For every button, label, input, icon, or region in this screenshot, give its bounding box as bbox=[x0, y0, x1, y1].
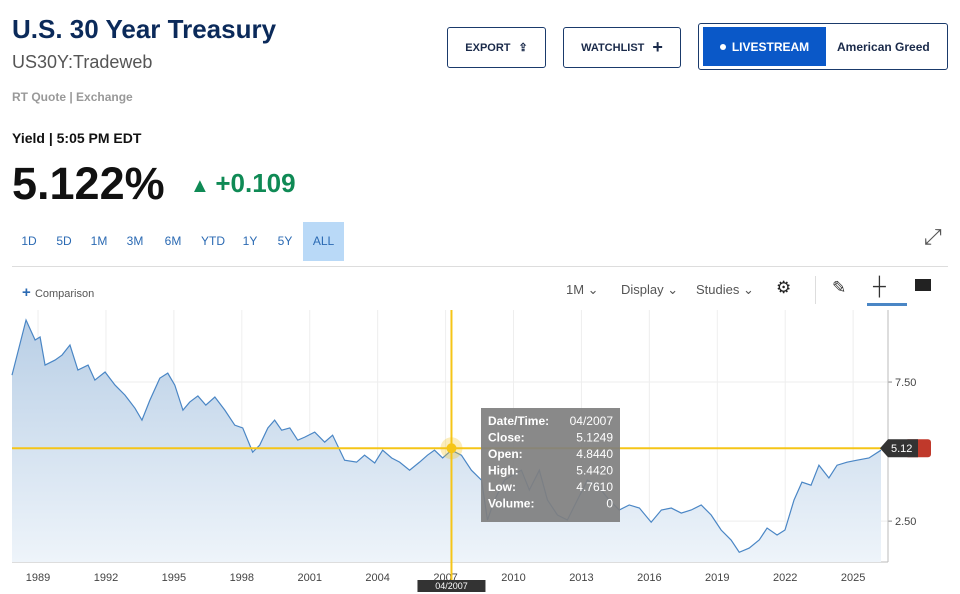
chart: 1989 1992 1995 1998 2001 2004 2007 2010 2013 2016… bbox=[11, 310, 931, 592]
y-crosshair-label: 5.12 bbox=[891, 443, 912, 455]
tooltip-key: Close: bbox=[488, 431, 525, 445]
price: 5.122% bbox=[12, 158, 165, 209]
studies-label: Studies bbox=[696, 282, 740, 297]
tooltip-value: 5.1249 bbox=[576, 431, 613, 445]
change: ▲ +0.109 bbox=[190, 168, 296, 199]
interval-label: 1M bbox=[566, 282, 585, 297]
x-tick-label: 2004 bbox=[365, 572, 389, 584]
range-button[interactable]: 1D bbox=[21, 234, 37, 248]
x-tick-label: 1992 bbox=[94, 572, 118, 584]
tooltip bbox=[481, 408, 620, 522]
interval[interactable]: 1M ⌄ bbox=[566, 282, 599, 297]
x-tick-label: 2001 bbox=[297, 572, 321, 584]
livestream-label: LIVESTREAM bbox=[731, 39, 810, 54]
tooltip-key: High: bbox=[488, 464, 519, 478]
range-button[interactable]: 1Y bbox=[242, 234, 258, 248]
comment-icon[interactable] bbox=[915, 279, 931, 291]
display-menu[interactable]: Display ⌄ bbox=[621, 282, 679, 297]
watchlist-label: WATCHLIST bbox=[581, 41, 645, 54]
range-button[interactable]: 1M bbox=[90, 234, 108, 248]
studies-menu[interactable]: Studies ⌄ bbox=[696, 282, 754, 297]
x-tick-label: 1989 bbox=[26, 572, 50, 584]
x-tick-label: 2016 bbox=[637, 572, 661, 584]
tooltip-value: 5.4420 bbox=[576, 464, 613, 478]
range-button[interactable]: 5D bbox=[56, 234, 72, 248]
x-crosshair-label: 04/2007 bbox=[435, 581, 468, 591]
y-crosshair-badge bbox=[880, 439, 918, 458]
comparison[interactable]: + Comparison bbox=[22, 284, 95, 301]
area bbox=[12, 320, 881, 562]
x-crosshair-badge bbox=[417, 580, 486, 592]
icon: + bbox=[652, 37, 663, 57]
icon: ⇪ bbox=[518, 42, 528, 54]
x-tick-label: 2010 bbox=[501, 572, 525, 584]
separator bbox=[815, 276, 816, 304]
tooltip-value: 4.7610 bbox=[576, 480, 613, 494]
range-button[interactable]: YTD bbox=[201, 234, 225, 248]
display-label: Display bbox=[621, 282, 664, 297]
tooltip-value: 4.8440 bbox=[576, 447, 613, 461]
settings-icon[interactable]: ⚙ bbox=[776, 278, 792, 297]
y-tick-label: 7.50 bbox=[895, 377, 916, 389]
export-button[interactable]: EXPORT ⇪ bbox=[447, 27, 546, 68]
line bbox=[11, 318, 882, 554]
hover-dot bbox=[446, 443, 457, 454]
tooltip-key: Low: bbox=[488, 480, 516, 494]
tooltip-value: 0 bbox=[606, 497, 613, 511]
range-button[interactable]: 6M bbox=[164, 234, 182, 248]
title: U.S. 30 Year Treasury bbox=[12, 14, 277, 44]
tooltip-key: Date/Time: bbox=[488, 414, 549, 428]
change-value: +0.109 bbox=[215, 168, 296, 198]
export-label: EXPORT bbox=[465, 41, 511, 54]
divider bbox=[12, 266, 948, 267]
x-tick-label: 2013 bbox=[569, 572, 593, 584]
range-button[interactable]: 3M bbox=[126, 234, 144, 248]
y-tick-label: 2.50 bbox=[895, 516, 916, 528]
show-name[interactable]: American Greed bbox=[837, 39, 930, 54]
watchlist-button[interactable]: WATCHLIST + bbox=[563, 27, 681, 68]
x-tick-label: 1998 bbox=[230, 572, 254, 584]
crosshair-icon[interactable]: ┼ bbox=[873, 276, 886, 296]
symbol: US30Y:Tradeweb bbox=[12, 52, 153, 72]
comparison-label: Comparison bbox=[34, 288, 95, 300]
x-tick-label: 1995 bbox=[162, 572, 186, 584]
tooltip-key: Open: bbox=[488, 447, 523, 461]
yield-label: Yield | 5:05 PM EDT bbox=[12, 130, 142, 146]
quote-source: RT Quote | Exchange bbox=[12, 90, 133, 104]
x-tick-label: 2025 bbox=[841, 572, 865, 584]
x-tick-label: 2022 bbox=[773, 572, 797, 584]
draw-icon[interactable]: ✎ bbox=[832, 278, 847, 297]
tooltip-key: Volume: bbox=[488, 497, 534, 511]
range-button[interactable]: 5Y bbox=[277, 234, 293, 248]
active-tool bbox=[867, 303, 907, 306]
x-tick-label: 2019 bbox=[705, 572, 729, 584]
range-button[interactable]: ALL bbox=[303, 222, 344, 261]
tooltip-value: 04/2007 bbox=[570, 414, 614, 428]
livestream-box[interactable]: LIVESTREAM American Greed bbox=[698, 23, 948, 70]
live-dot bbox=[719, 43, 726, 50]
expand-icon[interactable]: ⤢ bbox=[924, 224, 942, 249]
livestream-button[interactable]: LIVESTREAM bbox=[703, 27, 826, 66]
up-arrow: ▲ bbox=[190, 175, 216, 197]
